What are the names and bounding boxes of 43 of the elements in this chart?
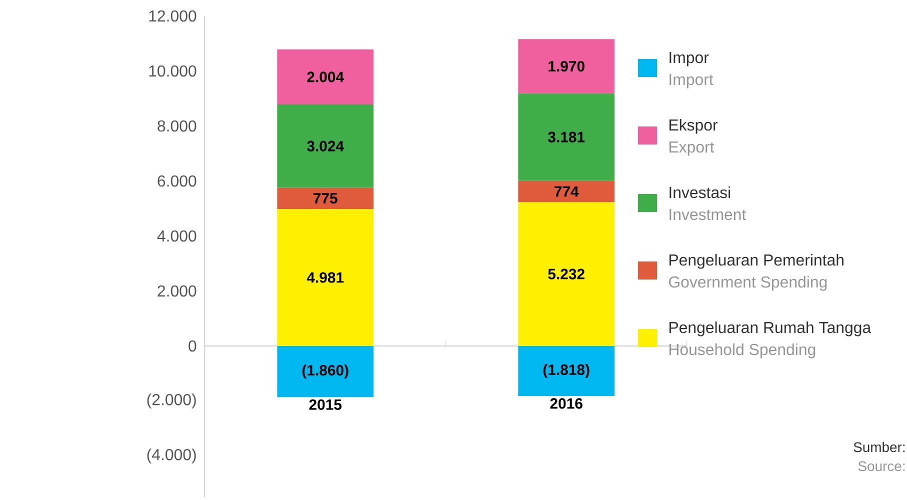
text: Sumber: — [854, 442, 905, 452]
bar — [518, 202, 615, 346]
annotation: Government Spending — [669, 276, 827, 291]
x-tick-label: 2015 — [309, 399, 342, 410]
y-tick-label: (4.000) — [147, 448, 196, 464]
y-tick-label: 0 — [188, 340, 196, 352]
y-tick-label: 4.000 — [157, 230, 196, 242]
legend-label: Impor — [670, 52, 709, 66]
data-label: (1.818) — [543, 364, 590, 378]
annotation: Household Spending — [670, 343, 816, 358]
y-tick-label: 12.000 — [149, 10, 196, 22]
annotation: Import — [670, 74, 714, 88]
bar — [277, 49, 374, 105]
bar — [277, 346, 374, 398]
bar — [518, 346, 615, 396]
source-note: Source: — [858, 461, 905, 472]
bar — [518, 39, 615, 94]
legend-label: Ekspor — [670, 118, 718, 134]
data-label: 2.004 — [307, 72, 344, 82]
x-tick-label: 2016 — [550, 398, 582, 409]
annotation: Investment — [670, 209, 746, 220]
data-label: 3.024 — [307, 140, 344, 152]
bar — [277, 188, 374, 210]
data-label: (1.860) — [302, 364, 348, 379]
y-tick-label: 2.000 — [158, 285, 196, 297]
legend-label: Pengeluaran Rumah Tangga — [670, 321, 872, 336]
annotation: Export — [670, 142, 714, 156]
data-label: 4.981 — [306, 272, 344, 283]
y-tick-label: 6.000 — [158, 175, 196, 187]
legend-label: Investasi — [670, 186, 730, 198]
data-label: 775 — [314, 193, 338, 204]
data-label: 1.970 — [548, 60, 584, 72]
y-tick-label: (2.000) — [147, 394, 196, 408]
bar — [277, 209, 374, 346]
y-tick-label: 10.000 — [149, 65, 196, 77]
y-tick-label: 8.000 — [158, 120, 196, 132]
data-label: 3.181 — [548, 132, 585, 142]
bar — [518, 93, 615, 181]
data-label: 774 — [554, 186, 579, 197]
bar — [518, 180, 615, 202]
legend-label: Pengeluaran Pemerintah — [670, 254, 844, 269]
bar — [277, 104, 374, 188]
data-label: 5.232 — [548, 268, 584, 280]
